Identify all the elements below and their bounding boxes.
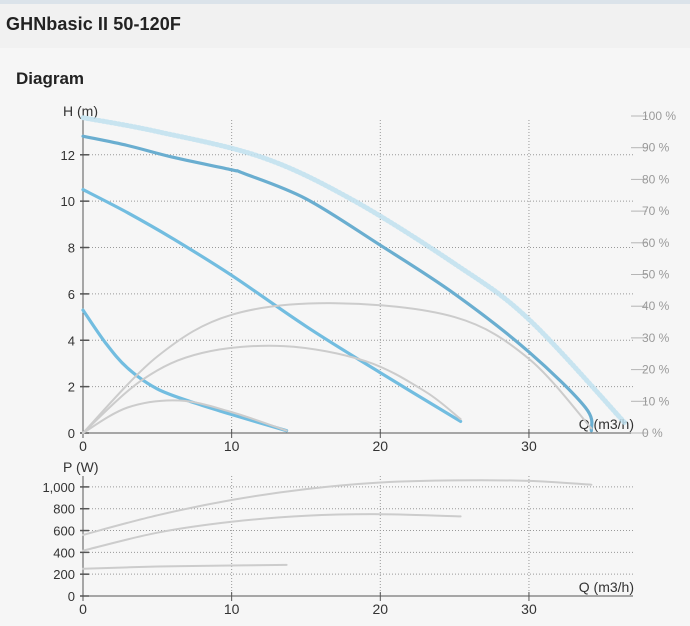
efficiency-max-line (82, 302, 593, 434)
y-tick-label: 800 (53, 502, 75, 517)
y2-tick-label: 50 % (642, 268, 670, 282)
y2-tick-label: 10 % (642, 394, 670, 408)
power-max-line (82, 479, 593, 536)
y-tick-label: 200 (53, 567, 75, 582)
max-envelope-line (80, 115, 629, 427)
x-tick-label: 20 (373, 601, 389, 617)
y-tick-label: 10 (61, 194, 75, 209)
y-tick-label: 600 (53, 524, 75, 539)
y-tick-label: 4 (68, 333, 75, 348)
title-bar: GHNbasic II 50-120F (0, 4, 690, 48)
y-axis-label: H (m) (63, 103, 98, 119)
y-tick-label: 6 (68, 287, 75, 302)
power-mid-line (82, 513, 462, 552)
pump-curve-mid-line (81, 188, 463, 423)
power-chart: 0 10 20 30 0 200 400 600 800 1,000 P (W) Q (m3/h) (42, 459, 634, 617)
y-axis-label: P (W) (63, 459, 99, 475)
section-title: Diagram (16, 69, 85, 88)
y-tick-label: 8 (68, 241, 75, 256)
y-tick-label: 400 (53, 545, 75, 560)
x-tick-label: 10 (224, 438, 240, 454)
x-tick-label: 20 (373, 438, 389, 454)
pump-curve-min-line (81, 308, 289, 433)
y2-tick-label: 0 % (642, 426, 663, 440)
y2-tick-label: 40 % (642, 299, 670, 313)
x-tick-label: 0 (79, 601, 87, 617)
y-tick-label: 1,000 (42, 480, 75, 495)
x-tick-label: 30 (521, 438, 537, 454)
y-tick-label: 0 (68, 426, 75, 441)
x-tick-label: 10 (224, 601, 240, 617)
y2-tick-label: 90 % (642, 141, 670, 155)
efficiency-mid-line (82, 344, 462, 434)
x-tick-label: 30 (521, 601, 537, 617)
y-tick-label: 0 (68, 589, 75, 604)
y2-tick-label: 30 % (642, 331, 670, 345)
y-tick-label: 2 (68, 380, 75, 395)
y2-tick-label: 60 % (642, 236, 670, 250)
pump-curve-max-line (81, 134, 594, 433)
y2-tick-label: 20 % (642, 363, 670, 377)
y2-tick-label: 70 % (642, 204, 670, 218)
efficiency-min-line (82, 399, 288, 434)
x-tick-label: 0 (79, 438, 87, 454)
product-title: GHNbasic II 50-120F (6, 14, 181, 34)
top-accent-line (0, 0, 690, 4)
power-min-line (82, 563, 288, 570)
y2-tick-label: 100 % (642, 109, 676, 123)
y-tick-label: 12 (61, 148, 75, 163)
x-axis-label: Q (m3/h) (579, 579, 634, 595)
y2-tick-label: 80 % (642, 172, 670, 186)
